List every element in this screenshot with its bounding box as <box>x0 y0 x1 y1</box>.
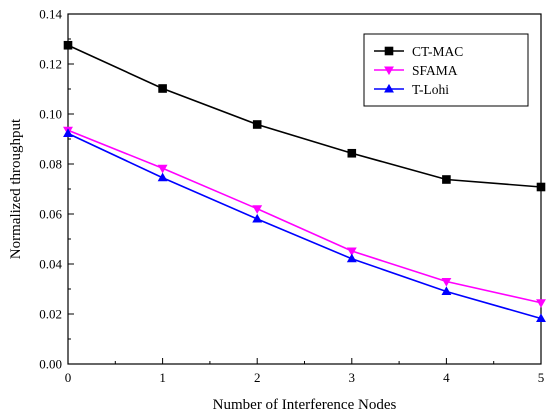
x-tick-label: 0 <box>65 370 72 385</box>
x-axis-label: Number of Interference Nodes <box>213 397 397 413</box>
y-tick-label: 0.00 <box>39 357 62 372</box>
data-point <box>384 46 394 56</box>
data-point <box>536 299 546 308</box>
data-point <box>157 172 168 182</box>
y-tick-label: 0.02 <box>39 307 62 322</box>
data-point <box>252 205 263 214</box>
data-point <box>346 253 357 263</box>
y-tick-label: 0.08 <box>39 157 62 172</box>
data-point <box>157 164 168 174</box>
data-point <box>384 83 394 93</box>
data-point <box>441 286 452 295</box>
data-point <box>63 40 73 50</box>
legend-item: CT-MAC <box>374 44 463 59</box>
x-tick-label: 5 <box>538 370 545 385</box>
legend-label: T-Lohi <box>412 82 449 97</box>
x-axis: 0 1 2 3 4 5 <box>65 358 545 385</box>
series-line <box>67 129 542 304</box>
x-tick-label: 2 <box>254 370 261 385</box>
y-tick-label: 0.14 <box>39 7 62 22</box>
data-point <box>158 84 167 93</box>
y-axis: 0.00 0.02 0.04 0.06 0.08 0.10 0.12 0.14 <box>39 7 74 372</box>
series-t-lohi <box>63 128 546 322</box>
data-point <box>441 278 452 287</box>
data-point <box>63 128 73 137</box>
data-point <box>346 247 357 257</box>
series-sfama <box>63 126 546 308</box>
series-layer <box>63 40 546 322</box>
legend-label: SFAMA <box>412 63 458 78</box>
y-tick-label: 0.10 <box>39 107 62 122</box>
data-point <box>536 182 546 192</box>
data-point <box>252 120 262 129</box>
data-point <box>384 66 394 76</box>
x-tick-label: 3 <box>349 370 356 385</box>
series-line <box>67 44 542 188</box>
plot-area: 0 1 2 3 4 5 0.00 0.02 0.04 0.06 0.08 0.10 0.12 0.14 <box>39 7 546 385</box>
y-tick-label: 0.04 <box>39 257 62 272</box>
data-point <box>252 213 263 223</box>
y-tick-label: 0.12 <box>39 57 62 72</box>
data-point <box>536 313 546 322</box>
series-line <box>67 132 542 320</box>
data-point <box>442 175 451 184</box>
legend-label: CT-MAC <box>412 44 463 59</box>
legend-item: SFAMA <box>374 63 458 78</box>
y-axis-label: Normalized throughput <box>8 118 24 259</box>
legend-item: T-Lohi <box>374 82 449 97</box>
series-ct-mac <box>63 40 546 192</box>
x-tick-label: 1 <box>159 370 166 385</box>
x-tick-label: 4 <box>443 370 450 385</box>
data-point <box>347 148 357 158</box>
legend: CT-MAC SFAMA T-Lohi <box>363 33 529 107</box>
y-tick-label: 0.06 <box>39 207 62 222</box>
